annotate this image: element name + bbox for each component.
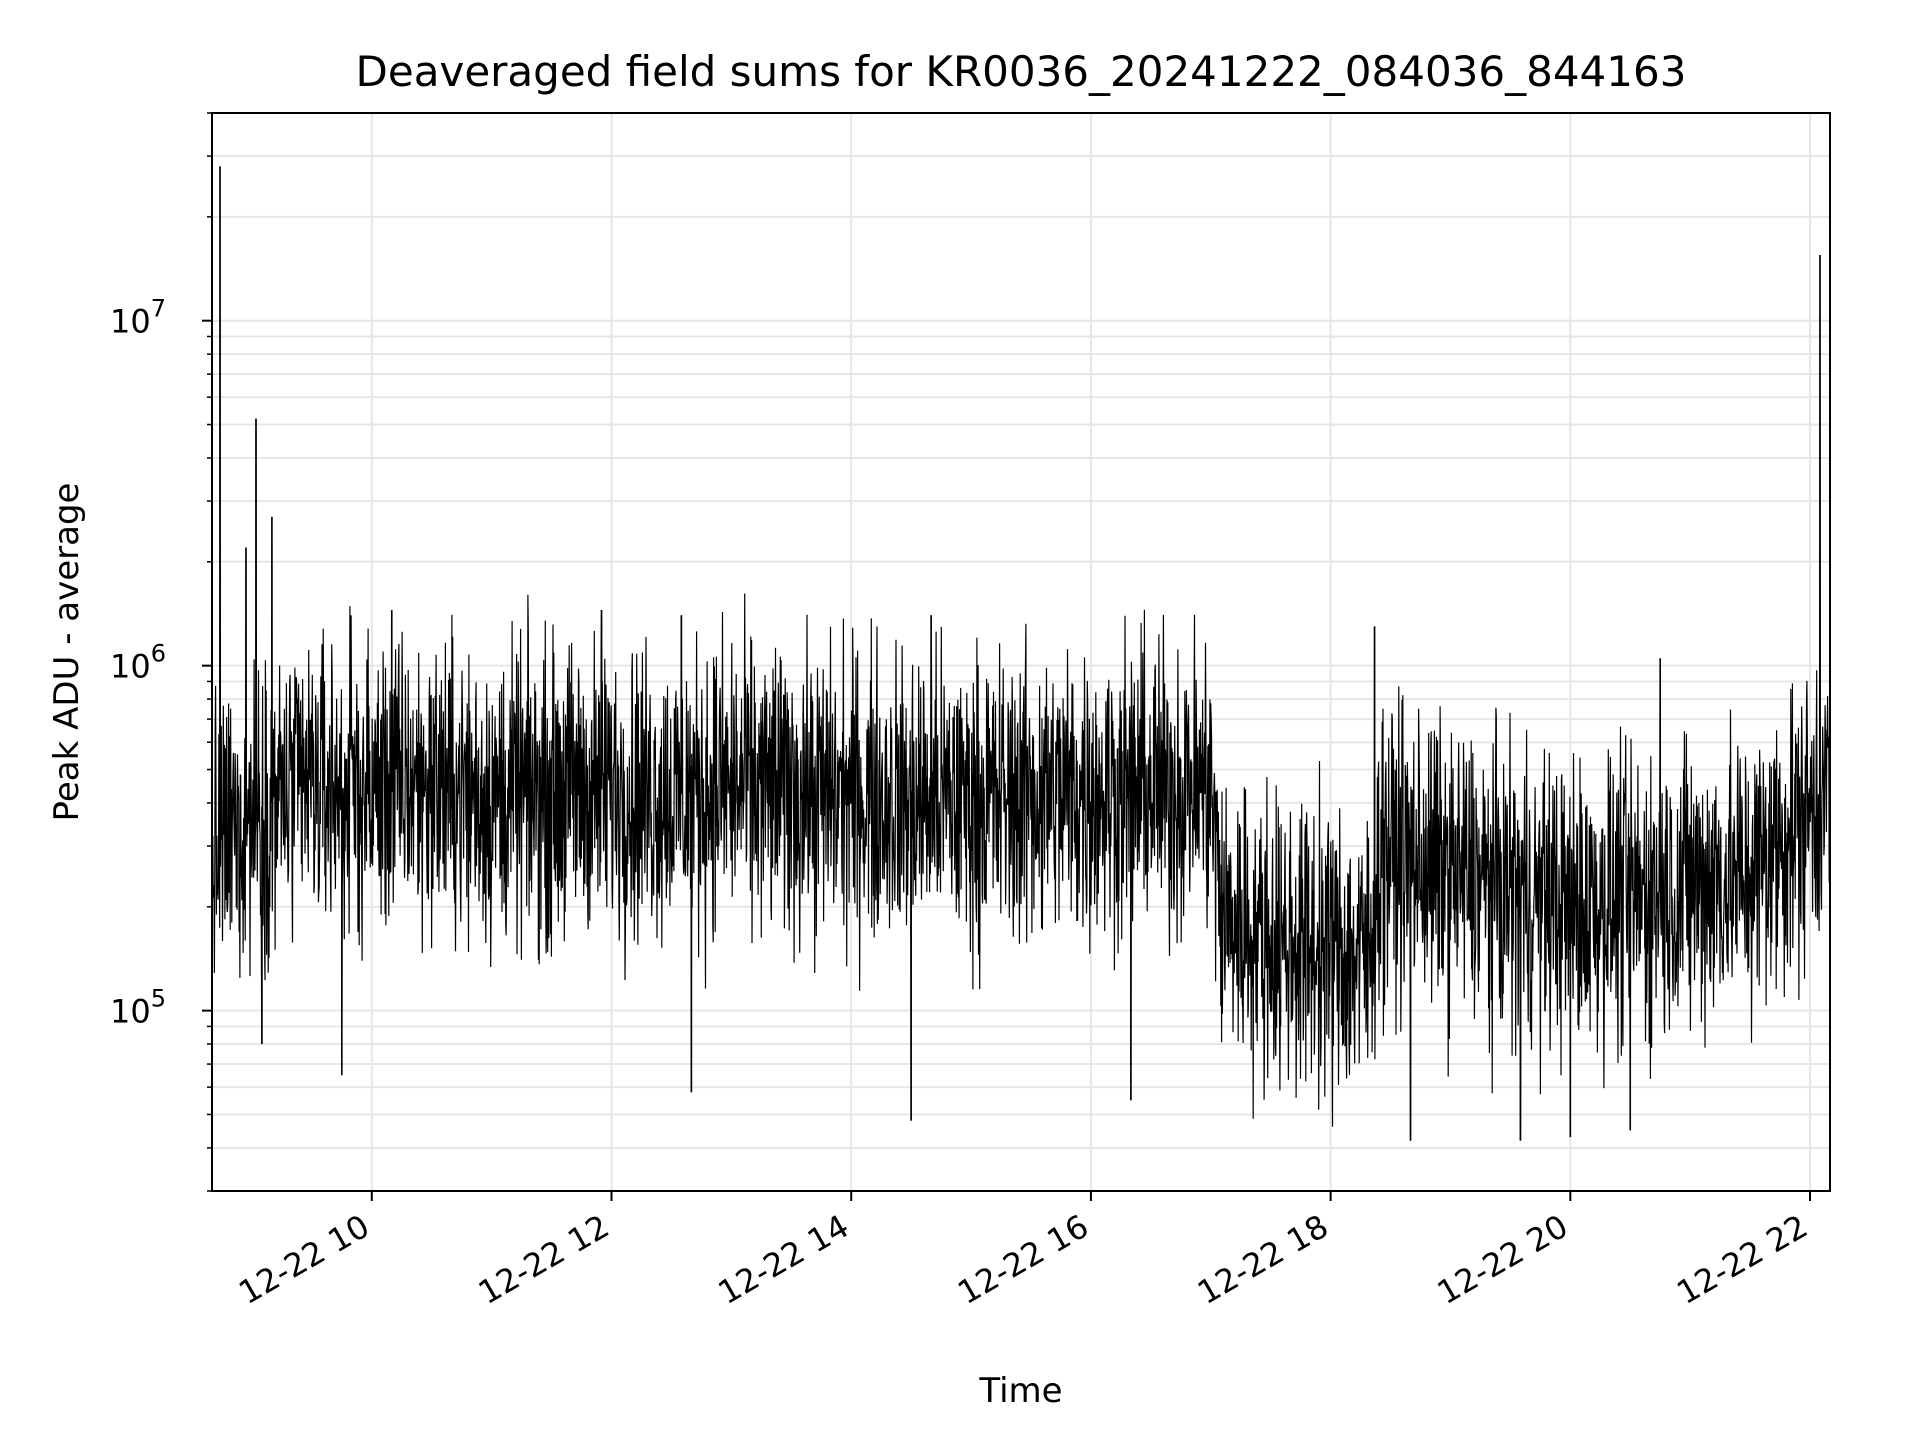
chart-title: Deaveraged field sums for KR0036_2024122… [356, 47, 1687, 96]
y-tick-label: 107 [110, 295, 166, 341]
series-layer [211, 166, 1831, 1141]
plot-frame [211, 112, 1831, 1192]
y-tick-label: 106 [110, 640, 166, 686]
x-axis-label: Time [978, 1371, 1062, 1411]
y-axis-label: Peak ADU - average [47, 483, 87, 822]
y-tick-label: 105 [110, 985, 166, 1031]
series-line [211, 166, 1831, 1141]
